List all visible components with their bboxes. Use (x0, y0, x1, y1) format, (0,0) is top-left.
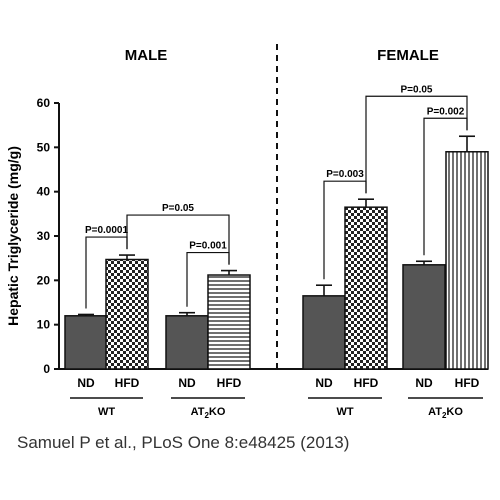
y-tick-label: 0 (43, 362, 50, 376)
y-axis-label: Hepatic Triglyceride (mg/g) (5, 146, 21, 326)
category-label: HFD (354, 376, 379, 390)
y-tick-label: 20 (37, 273, 51, 287)
y-tick-label: 10 (37, 318, 51, 332)
category-label: ND (415, 376, 433, 390)
category-label: ND (315, 376, 333, 390)
category-label: HFD (115, 376, 140, 390)
bar (165, 315, 209, 370)
p-value-label: P=0.05 (401, 84, 433, 95)
group-label: WT (336, 406, 353, 418)
p-value-label: P=0.05 (162, 203, 194, 214)
bar (302, 295, 346, 370)
bar (105, 258, 149, 370)
y-tick-label: 30 (37, 229, 51, 243)
y-tick-label: 40 (37, 185, 51, 199)
bar (207, 274, 251, 370)
p-value-label: P=0.002 (427, 106, 465, 117)
bar (64, 315, 108, 370)
category-label: ND (77, 376, 95, 390)
p-value-label: P=0.0001 (85, 225, 129, 236)
p-value-label: P=0.001 (189, 241, 227, 252)
category-label: ND (178, 376, 196, 390)
category-label: HFD (455, 376, 480, 390)
comparison-bracket (365, 95, 468, 194)
bar (445, 151, 489, 370)
bar (344, 206, 388, 370)
panel-title: MALE (125, 47, 168, 64)
y-tick-label: 50 (37, 140, 51, 154)
comparison-bracket (126, 214, 230, 265)
p-value-label: P=0.003 (326, 169, 364, 180)
bar (402, 264, 446, 370)
y-tick-label: 60 (37, 96, 51, 110)
panel-title: FEMALE (377, 47, 439, 64)
group-label: AT2KO (191, 406, 226, 420)
group-label: WT (98, 406, 115, 418)
citation: Samuel P et al., PLoS One 8:e48425 (2013… (17, 433, 350, 452)
category-label: HFD (217, 376, 242, 390)
group-label: AT2KO (428, 406, 463, 420)
